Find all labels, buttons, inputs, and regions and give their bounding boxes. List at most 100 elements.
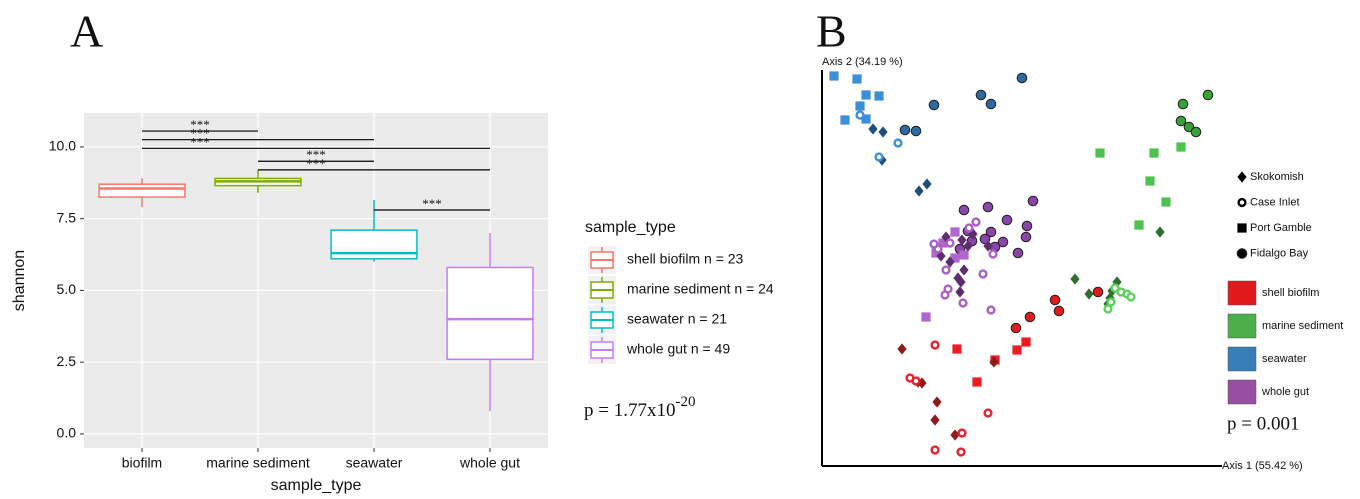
point	[855, 110, 865, 120]
point	[1070, 273, 1080, 285]
point	[945, 256, 955, 268]
point	[855, 101, 865, 111]
point	[1176, 142, 1186, 152]
significance-label: ***	[422, 196, 442, 211]
point	[959, 264, 969, 276]
legend-swatch	[1227, 379, 1257, 405]
point	[950, 429, 960, 441]
point	[1112, 276, 1122, 288]
point	[930, 445, 940, 455]
point	[975, 89, 987, 101]
point	[868, 123, 878, 135]
point	[861, 114, 871, 124]
panel-letter: A	[70, 6, 103, 57]
point	[950, 253, 960, 263]
point	[1024, 311, 1036, 323]
point	[928, 99, 940, 111]
point	[955, 286, 965, 298]
y-tick-label: 5.0	[57, 281, 77, 297]
point	[1012, 247, 1024, 259]
legend-title: sample_type	[585, 219, 676, 236]
point	[874, 91, 884, 101]
significance-label: ***	[190, 126, 210, 141]
point	[1134, 220, 1144, 230]
legend-swatch	[1227, 280, 1257, 306]
point	[874, 152, 884, 162]
point	[1027, 195, 1039, 207]
significance-label: ***	[306, 156, 326, 171]
x-tick-label: seawater	[346, 455, 403, 471]
point	[941, 265, 951, 275]
point	[1084, 288, 1094, 300]
point	[893, 138, 903, 148]
legend-label: seawater	[1262, 353, 1307, 365]
point	[897, 343, 907, 355]
legend-shape	[1237, 197, 1247, 208]
point	[852, 74, 862, 84]
point	[1103, 304, 1113, 314]
point	[1161, 197, 1171, 207]
legend-label: marine sediment n = 24	[627, 281, 774, 297]
y-tick-label: 7.5	[57, 209, 77, 225]
significance-label: ***	[190, 134, 210, 149]
point	[985, 98, 997, 110]
point	[861, 90, 871, 100]
point	[1155, 226, 1165, 238]
p-value: p = 1.77x10-20	[584, 394, 695, 421]
y-tick-label: 10.0	[49, 138, 76, 154]
legend-shape	[1236, 248, 1248, 259]
legend-label: shell biofilm	[1262, 287, 1319, 299]
point	[978, 269, 988, 279]
point	[1202, 89, 1214, 101]
legend-label: whole gut n = 49	[626, 341, 730, 357]
point	[911, 376, 921, 386]
point	[878, 126, 888, 138]
point	[983, 408, 993, 418]
point	[957, 428, 967, 438]
point	[950, 227, 960, 237]
point	[840, 115, 850, 125]
significance-label: ***	[190, 117, 210, 132]
x-tick-label: biofilm	[122, 455, 162, 471]
panel-letter: B	[816, 6, 847, 57]
x-axis-label: sample_type	[271, 477, 362, 494]
legend-label: whole gut	[1261, 386, 1309, 398]
point	[930, 340, 940, 350]
point	[1020, 231, 1032, 243]
point	[1021, 337, 1031, 347]
legend-label: marine sediment	[1262, 320, 1343, 332]
point	[985, 226, 997, 238]
point	[1012, 345, 1022, 355]
point	[922, 178, 932, 190]
point	[829, 71, 839, 81]
legend-label: Fidalgo Bay	[1250, 247, 1309, 259]
point	[952, 344, 962, 354]
point	[1190, 126, 1202, 138]
point	[1049, 294, 1061, 306]
legend-label: shell biofilm n = 23	[627, 251, 744, 267]
point	[932, 396, 942, 408]
point	[1092, 286, 1104, 298]
point	[1053, 305, 1065, 317]
legend-shape	[1237, 171, 1247, 183]
point	[914, 185, 924, 197]
point	[1010, 322, 1022, 334]
point	[971, 217, 981, 227]
point	[1001, 214, 1013, 226]
point	[982, 201, 994, 213]
x-tick-label: whole gut	[459, 455, 520, 471]
x-tick-label: marine sediment	[206, 455, 310, 471]
legend-swatch	[1227, 346, 1257, 372]
point	[1095, 148, 1105, 158]
point	[1145, 176, 1155, 186]
point	[997, 236, 1009, 248]
point	[929, 239, 939, 249]
legend-swatch	[1227, 313, 1257, 339]
box	[330, 229, 418, 260]
legend-label: Port Gamble	[1250, 222, 1312, 234]
box	[446, 266, 534, 361]
point	[1110, 283, 1120, 293]
significance-label: ***	[306, 147, 326, 162]
point	[1177, 98, 1189, 110]
